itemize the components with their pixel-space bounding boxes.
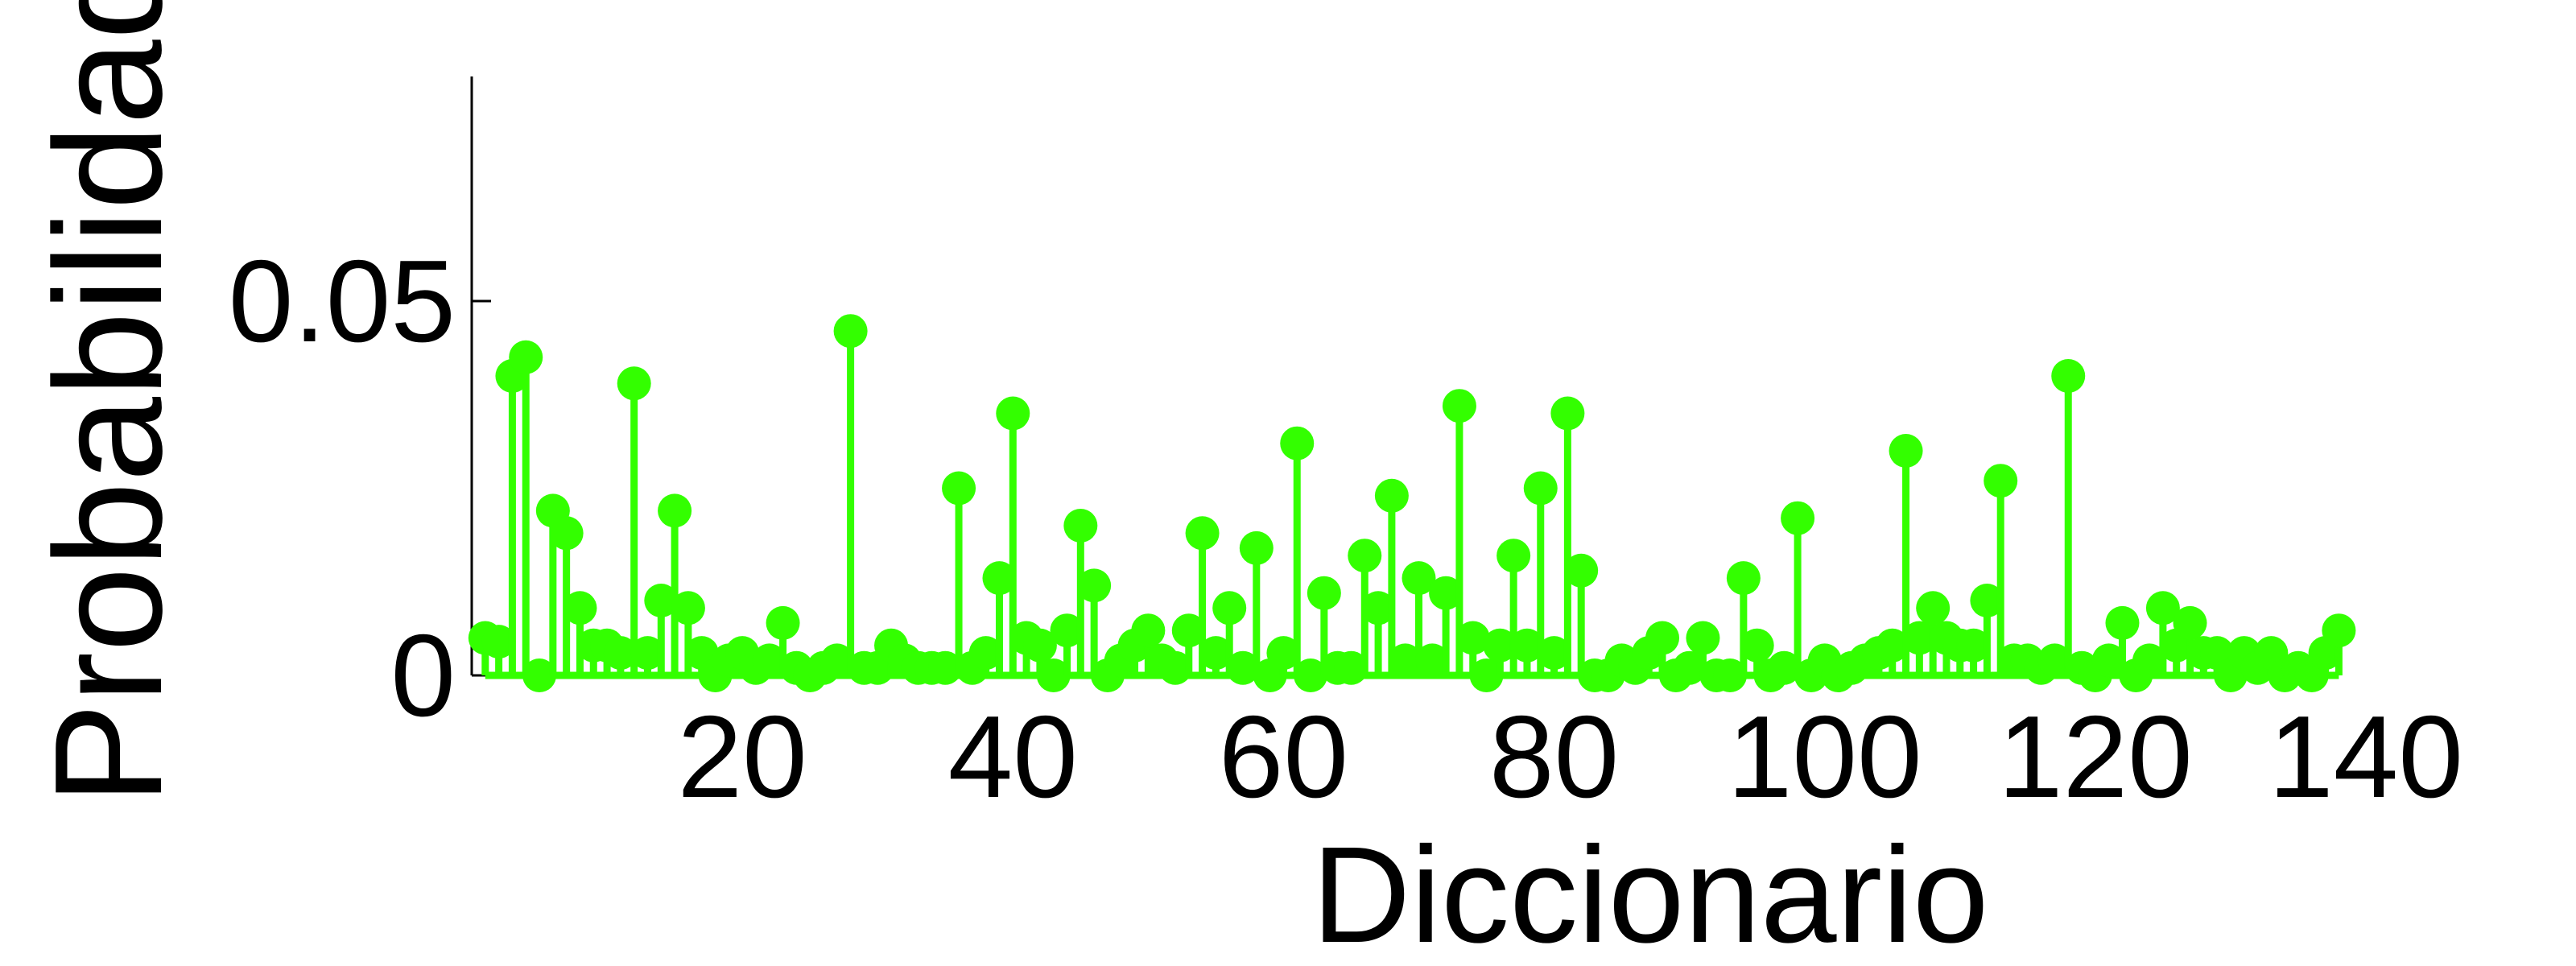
stem-marker — [1199, 636, 1233, 671]
stem-marker — [1550, 396, 1585, 431]
stem-marker — [1131, 613, 1166, 648]
stem-marker — [1875, 628, 1909, 663]
x-tick-label: 40 — [948, 691, 1078, 822]
stem-marker — [1469, 658, 1504, 692]
stem-marker — [982, 561, 1017, 596]
stem-marker — [942, 471, 976, 506]
x-tick-label: 80 — [1489, 691, 1619, 822]
y-tick-label: 0.05 — [229, 236, 456, 366]
stem-marker — [1889, 434, 1923, 468]
stem-marker — [1280, 426, 1315, 460]
stem-marker — [1726, 561, 1761, 596]
stem-marker — [2132, 643, 2167, 678]
stem-marker — [1902, 621, 1937, 655]
stem-marker — [1239, 530, 1274, 565]
stem-marker — [1740, 628, 1774, 663]
stem-marker — [1212, 591, 1247, 625]
x-tick-label: 20 — [677, 691, 807, 822]
y-tick-label: 0 — [390, 610, 456, 741]
stem-marker — [1672, 650, 1707, 685]
stem-marker — [1361, 591, 1396, 625]
stem-marker — [1483, 628, 1517, 663]
stem-marker — [1781, 501, 1815, 535]
stem-marker — [1496, 539, 1531, 573]
stem-marker — [1334, 650, 1368, 685]
stem-marker — [1984, 464, 2018, 498]
stem-marker — [1686, 621, 1720, 655]
stem-marker — [522, 658, 557, 692]
stem-marker — [1564, 553, 1599, 588]
stem-marker — [2105, 605, 2140, 640]
stem-marker — [1171, 613, 1206, 648]
x-tick-label: 100 — [1728, 691, 1922, 822]
stem-marker — [1523, 471, 1558, 506]
stem-marker — [996, 396, 1030, 431]
stem-marker — [658, 493, 692, 528]
stem-marker — [752, 643, 786, 678]
stem-marker — [549, 516, 584, 551]
stem-marker — [2145, 591, 2180, 625]
stem-marker — [1036, 658, 1071, 692]
stem-marker — [2091, 643, 2126, 678]
stem-marker — [1442, 389, 1476, 423]
stem-marker — [1185, 516, 1220, 551]
stem-marker — [1226, 650, 1261, 685]
stem-marker — [644, 584, 679, 617]
stem-marker — [2037, 643, 2072, 678]
stem-marker — [2173, 605, 2207, 640]
stem-marker — [1158, 650, 1192, 685]
stem-marker — [1509, 628, 1544, 663]
stem-marker — [509, 340, 543, 374]
stem-marker — [1956, 628, 1991, 663]
stem-marker — [1970, 584, 2004, 617]
stem-marker — [1266, 636, 1301, 671]
stem-marker — [1294, 658, 1328, 692]
stem-marker — [1374, 478, 1409, 513]
stem-marker — [563, 591, 597, 625]
stem-marker — [1415, 643, 1450, 678]
stem-marker — [2051, 359, 2086, 393]
stem-marker — [1307, 576, 1341, 610]
stem-marker — [481, 625, 516, 659]
stem-marker — [630, 636, 665, 671]
stem-marker — [1537, 636, 1571, 671]
stem-marker — [833, 314, 868, 349]
stem-marker — [1077, 568, 1112, 603]
y-axis-label: Probabilidad — [23, 0, 194, 805]
stem-marker — [1455, 621, 1490, 655]
stem-marker — [603, 636, 638, 671]
stem-marker — [1429, 576, 1463, 610]
x-tick-label: 120 — [1998, 691, 2193, 822]
stem-marker — [1713, 658, 1748, 692]
stem-marker — [968, 636, 1003, 671]
stem-marker — [819, 643, 854, 678]
stem-marker — [928, 650, 963, 685]
stem-marker — [1916, 591, 1951, 625]
stem-marker — [1388, 643, 1422, 678]
stem-marker — [1348, 539, 1382, 573]
stem-marker — [1063, 509, 1098, 543]
stem-marker — [2322, 613, 2356, 648]
stem-marker — [1050, 613, 1084, 648]
x-tick-label: 60 — [1219, 691, 1348, 822]
stem-marker — [766, 605, 800, 640]
stem-marker — [617, 366, 651, 401]
stem-marker — [1022, 628, 1057, 663]
stem-marker — [671, 591, 705, 625]
x-tick-label: 140 — [2268, 691, 2463, 822]
stem-marker — [1645, 621, 1680, 655]
stem-marker — [1767, 650, 1802, 685]
stem-marker — [1402, 561, 1436, 596]
x-axis-label: Diccionario — [1312, 819, 1989, 966]
